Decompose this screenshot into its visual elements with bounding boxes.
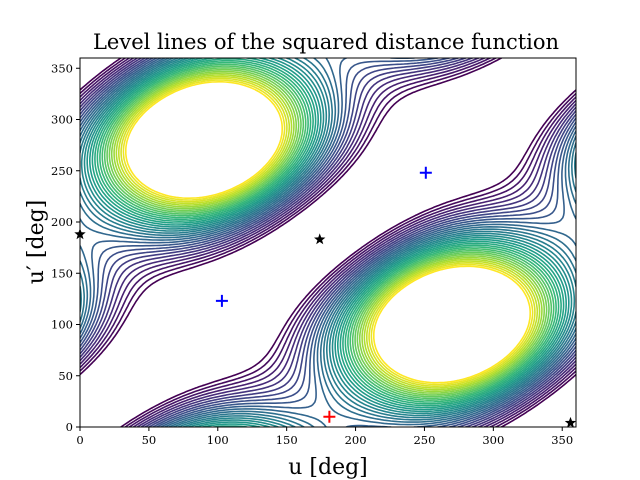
plus-marker bbox=[215, 294, 228, 307]
contour-level-9 bbox=[80, 58, 576, 427]
contour-level-0 bbox=[80, 58, 576, 427]
x-axis-label: u [deg] bbox=[288, 455, 368, 480]
y-axis-label: u′ [deg] bbox=[24, 200, 49, 285]
star-marker bbox=[564, 416, 577, 428]
plot-frame bbox=[79, 57, 577, 428]
contour-level-33 bbox=[125, 81, 531, 384]
x-tick-label: 300 bbox=[482, 433, 504, 447]
contour-level-3 bbox=[80, 58, 576, 427]
contour-level-29 bbox=[115, 74, 541, 391]
contour-level-22 bbox=[99, 61, 557, 403]
y-axis-ticks: 0 50 100 150 200 250 300 350 bbox=[51, 61, 80, 434]
y-tick-label: 100 bbox=[51, 318, 73, 332]
contour-level-25 bbox=[106, 67, 550, 398]
contour-level-30 bbox=[118, 75, 539, 389]
contour-level-23 bbox=[101, 63, 555, 401]
x-tick-label: 200 bbox=[345, 433, 367, 447]
y-tick-label: 300 bbox=[51, 113, 73, 127]
star-marker bbox=[314, 233, 326, 245]
y-tick-label: 50 bbox=[58, 369, 73, 383]
y-tick-label: 0 bbox=[66, 420, 73, 434]
contour-level-31 bbox=[120, 77, 536, 387]
contour-level-8 bbox=[80, 58, 576, 427]
contour-level-32 bbox=[122, 79, 534, 386]
y-tick-label: 350 bbox=[51, 61, 73, 75]
plus-marker bbox=[419, 166, 432, 179]
x-tick-label: 150 bbox=[276, 433, 298, 447]
contour-level-4 bbox=[80, 58, 576, 427]
contour-level-20 bbox=[94, 58, 562, 407]
x-tick-label: 50 bbox=[142, 433, 157, 447]
x-tick-label: 250 bbox=[413, 433, 435, 447]
y-tick-label: 150 bbox=[51, 266, 73, 280]
contour-lines bbox=[80, 58, 576, 427]
chart-title: Level lines of the squared distance func… bbox=[93, 30, 559, 54]
contour-level-28 bbox=[113, 72, 543, 393]
plus-marker bbox=[323, 410, 336, 423]
x-tick-label: 100 bbox=[207, 433, 229, 447]
y-tick-label: 200 bbox=[51, 215, 73, 229]
y-tick-label: 250 bbox=[51, 164, 73, 178]
contour-level-21 bbox=[96, 59, 560, 405]
contour-level-24 bbox=[103, 65, 553, 400]
contour-level-27 bbox=[110, 70, 545, 394]
contour-level-26 bbox=[108, 68, 548, 396]
x-axis-ticks: 0 50 100 150 200 250 300 350 bbox=[76, 427, 573, 447]
x-tick-label: 0 bbox=[76, 433, 83, 447]
x-tick-label: 350 bbox=[551, 433, 573, 447]
